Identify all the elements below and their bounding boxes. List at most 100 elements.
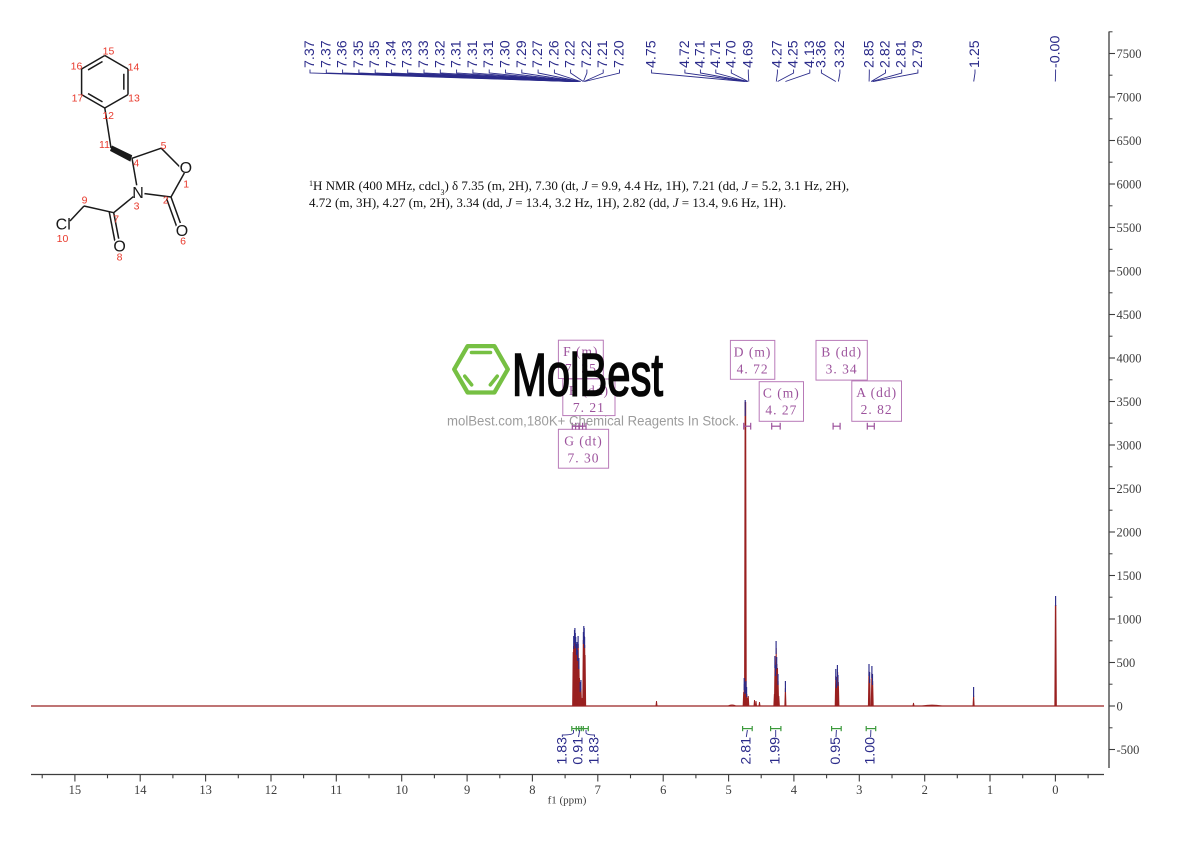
svg-text:1.99: 1.99 [768, 737, 784, 765]
svg-text:7.33: 7.33 [416, 40, 432, 68]
svg-text:MolBest: MolBest [512, 342, 663, 409]
svg-text:0: 0 [1052, 783, 1058, 797]
svg-text:6500: 6500 [1117, 134, 1142, 148]
svg-text:7. 30: 7. 30 [568, 450, 600, 465]
svg-text:8: 8 [529, 783, 535, 797]
svg-text:2. 82: 2. 82 [861, 402, 893, 417]
svg-text:4. 72: 4. 72 [737, 361, 769, 376]
svg-text:11: 11 [330, 783, 342, 797]
svg-text:C (m): C (m) [763, 386, 800, 401]
svg-text:0.95: 0.95 [828, 737, 844, 765]
svg-text:3. 34: 3. 34 [826, 361, 858, 376]
svg-text:3: 3 [856, 783, 862, 797]
svg-text:13: 13 [199, 783, 212, 797]
svg-text:7.27: 7.27 [530, 40, 546, 68]
svg-text:0.91: 0.91 [571, 737, 587, 765]
svg-text:4.70: 4.70 [723, 40, 739, 68]
svg-text:3500: 3500 [1117, 395, 1142, 409]
svg-text:-500: -500 [1117, 743, 1140, 757]
svg-text:10: 10 [57, 233, 69, 245]
svg-text:Cl: Cl [56, 216, 71, 233]
svg-text:3.32: 3.32 [832, 40, 848, 68]
svg-text:4.75: 4.75 [644, 40, 660, 68]
svg-text:2.85: 2.85 [861, 40, 877, 68]
svg-text:10: 10 [395, 783, 408, 797]
svg-text:7.33: 7.33 [400, 40, 416, 68]
svg-text:15: 15 [69, 783, 82, 797]
svg-text:7.34: 7.34 [383, 40, 399, 68]
svg-text:12: 12 [102, 110, 114, 122]
svg-text:15: 15 [103, 46, 115, 58]
svg-text:4.72: 4.72 [677, 40, 693, 68]
svg-text:9: 9 [464, 783, 470, 797]
svg-text:D (m): D (m) [734, 344, 772, 359]
svg-text:2.82: 2.82 [878, 40, 894, 68]
svg-text:O: O [180, 160, 192, 177]
svg-text:4.71: 4.71 [692, 40, 708, 68]
svg-text:7.30: 7.30 [498, 40, 514, 68]
svg-text:7.32: 7.32 [432, 40, 448, 68]
svg-text:1000: 1000 [1117, 612, 1142, 626]
svg-text:5000: 5000 [1117, 264, 1142, 278]
svg-text:7: 7 [113, 213, 119, 225]
svg-text:A (dd): A (dd) [856, 385, 897, 400]
svg-text:1.83: 1.83 [554, 737, 570, 765]
svg-text:2500: 2500 [1117, 482, 1142, 496]
svg-text:G (dt): G (dt) [564, 433, 603, 448]
svg-text:7500: 7500 [1117, 47, 1142, 61]
svg-text:14: 14 [134, 783, 147, 797]
svg-text:4.72 (m, 3H), 4.27 (m, 2H), 3.: 4.72 (m, 3H), 4.27 (m, 2H), 3.34 (dd, J … [309, 195, 786, 210]
svg-text:2.79: 2.79 [910, 40, 926, 68]
svg-text:7.22: 7.22 [579, 40, 595, 68]
svg-text:-0.00: -0.00 [1048, 36, 1064, 68]
svg-text:7: 7 [595, 783, 601, 797]
svg-text:7.37: 7.37 [318, 40, 334, 68]
svg-text:7.22: 7.22 [563, 40, 579, 68]
svg-text:2: 2 [922, 783, 928, 797]
svg-text:2: 2 [163, 195, 169, 207]
svg-text:12: 12 [265, 783, 278, 797]
svg-text:4.27: 4.27 [769, 40, 785, 68]
svg-text:7.31: 7.31 [449, 40, 465, 68]
svg-text:B (dd): B (dd) [821, 344, 862, 359]
svg-text:2.81: 2.81 [738, 737, 754, 765]
svg-text:7.21: 7.21 [595, 40, 611, 68]
svg-text:7.31: 7.31 [481, 40, 497, 68]
svg-text:13: 13 [128, 93, 140, 105]
svg-text:molBest.com,180K+ Chemical Rea: molBest.com,180K+ Chemical Reagents In S… [447, 414, 739, 429]
svg-text:3.36: 3.36 [813, 40, 829, 68]
svg-text:7.20: 7.20 [612, 40, 628, 68]
svg-text:5500: 5500 [1117, 221, 1142, 235]
svg-text:0: 0 [1117, 699, 1123, 713]
svg-text:6: 6 [180, 236, 186, 248]
svg-text:7.36: 7.36 [335, 40, 351, 68]
svg-text:5: 5 [725, 783, 731, 797]
svg-text:f1 (ppm): f1 (ppm) [548, 795, 587, 807]
svg-text:7.31: 7.31 [465, 40, 481, 68]
svg-text:1500: 1500 [1117, 569, 1142, 583]
svg-text:1.00: 1.00 [863, 737, 879, 765]
svg-text:4.69: 4.69 [740, 40, 756, 68]
svg-text:4. 27: 4. 27 [765, 403, 797, 418]
svg-text:500: 500 [1117, 656, 1136, 670]
svg-text:7000: 7000 [1117, 90, 1142, 104]
svg-text:7.35: 7.35 [367, 40, 383, 68]
svg-text:6: 6 [660, 783, 666, 797]
svg-text:8: 8 [117, 252, 123, 264]
svg-text:2000: 2000 [1117, 525, 1142, 539]
svg-text:7.37: 7.37 [302, 40, 318, 68]
svg-text:4000: 4000 [1117, 351, 1142, 365]
svg-text:4: 4 [791, 783, 798, 797]
svg-text:1: 1 [183, 179, 189, 191]
svg-text:4.71: 4.71 [708, 40, 724, 68]
svg-text:16: 16 [71, 61, 83, 73]
svg-text:2.81: 2.81 [894, 40, 910, 68]
svg-text:1: 1 [987, 783, 993, 797]
svg-text:6000: 6000 [1117, 177, 1142, 191]
svg-text:3000: 3000 [1117, 438, 1142, 452]
svg-text:1.25: 1.25 [967, 40, 983, 68]
svg-text:1.83: 1.83 [587, 737, 603, 765]
svg-text:14: 14 [128, 62, 140, 74]
svg-text:4.25: 4.25 [786, 40, 802, 68]
svg-text:4500: 4500 [1117, 308, 1142, 322]
